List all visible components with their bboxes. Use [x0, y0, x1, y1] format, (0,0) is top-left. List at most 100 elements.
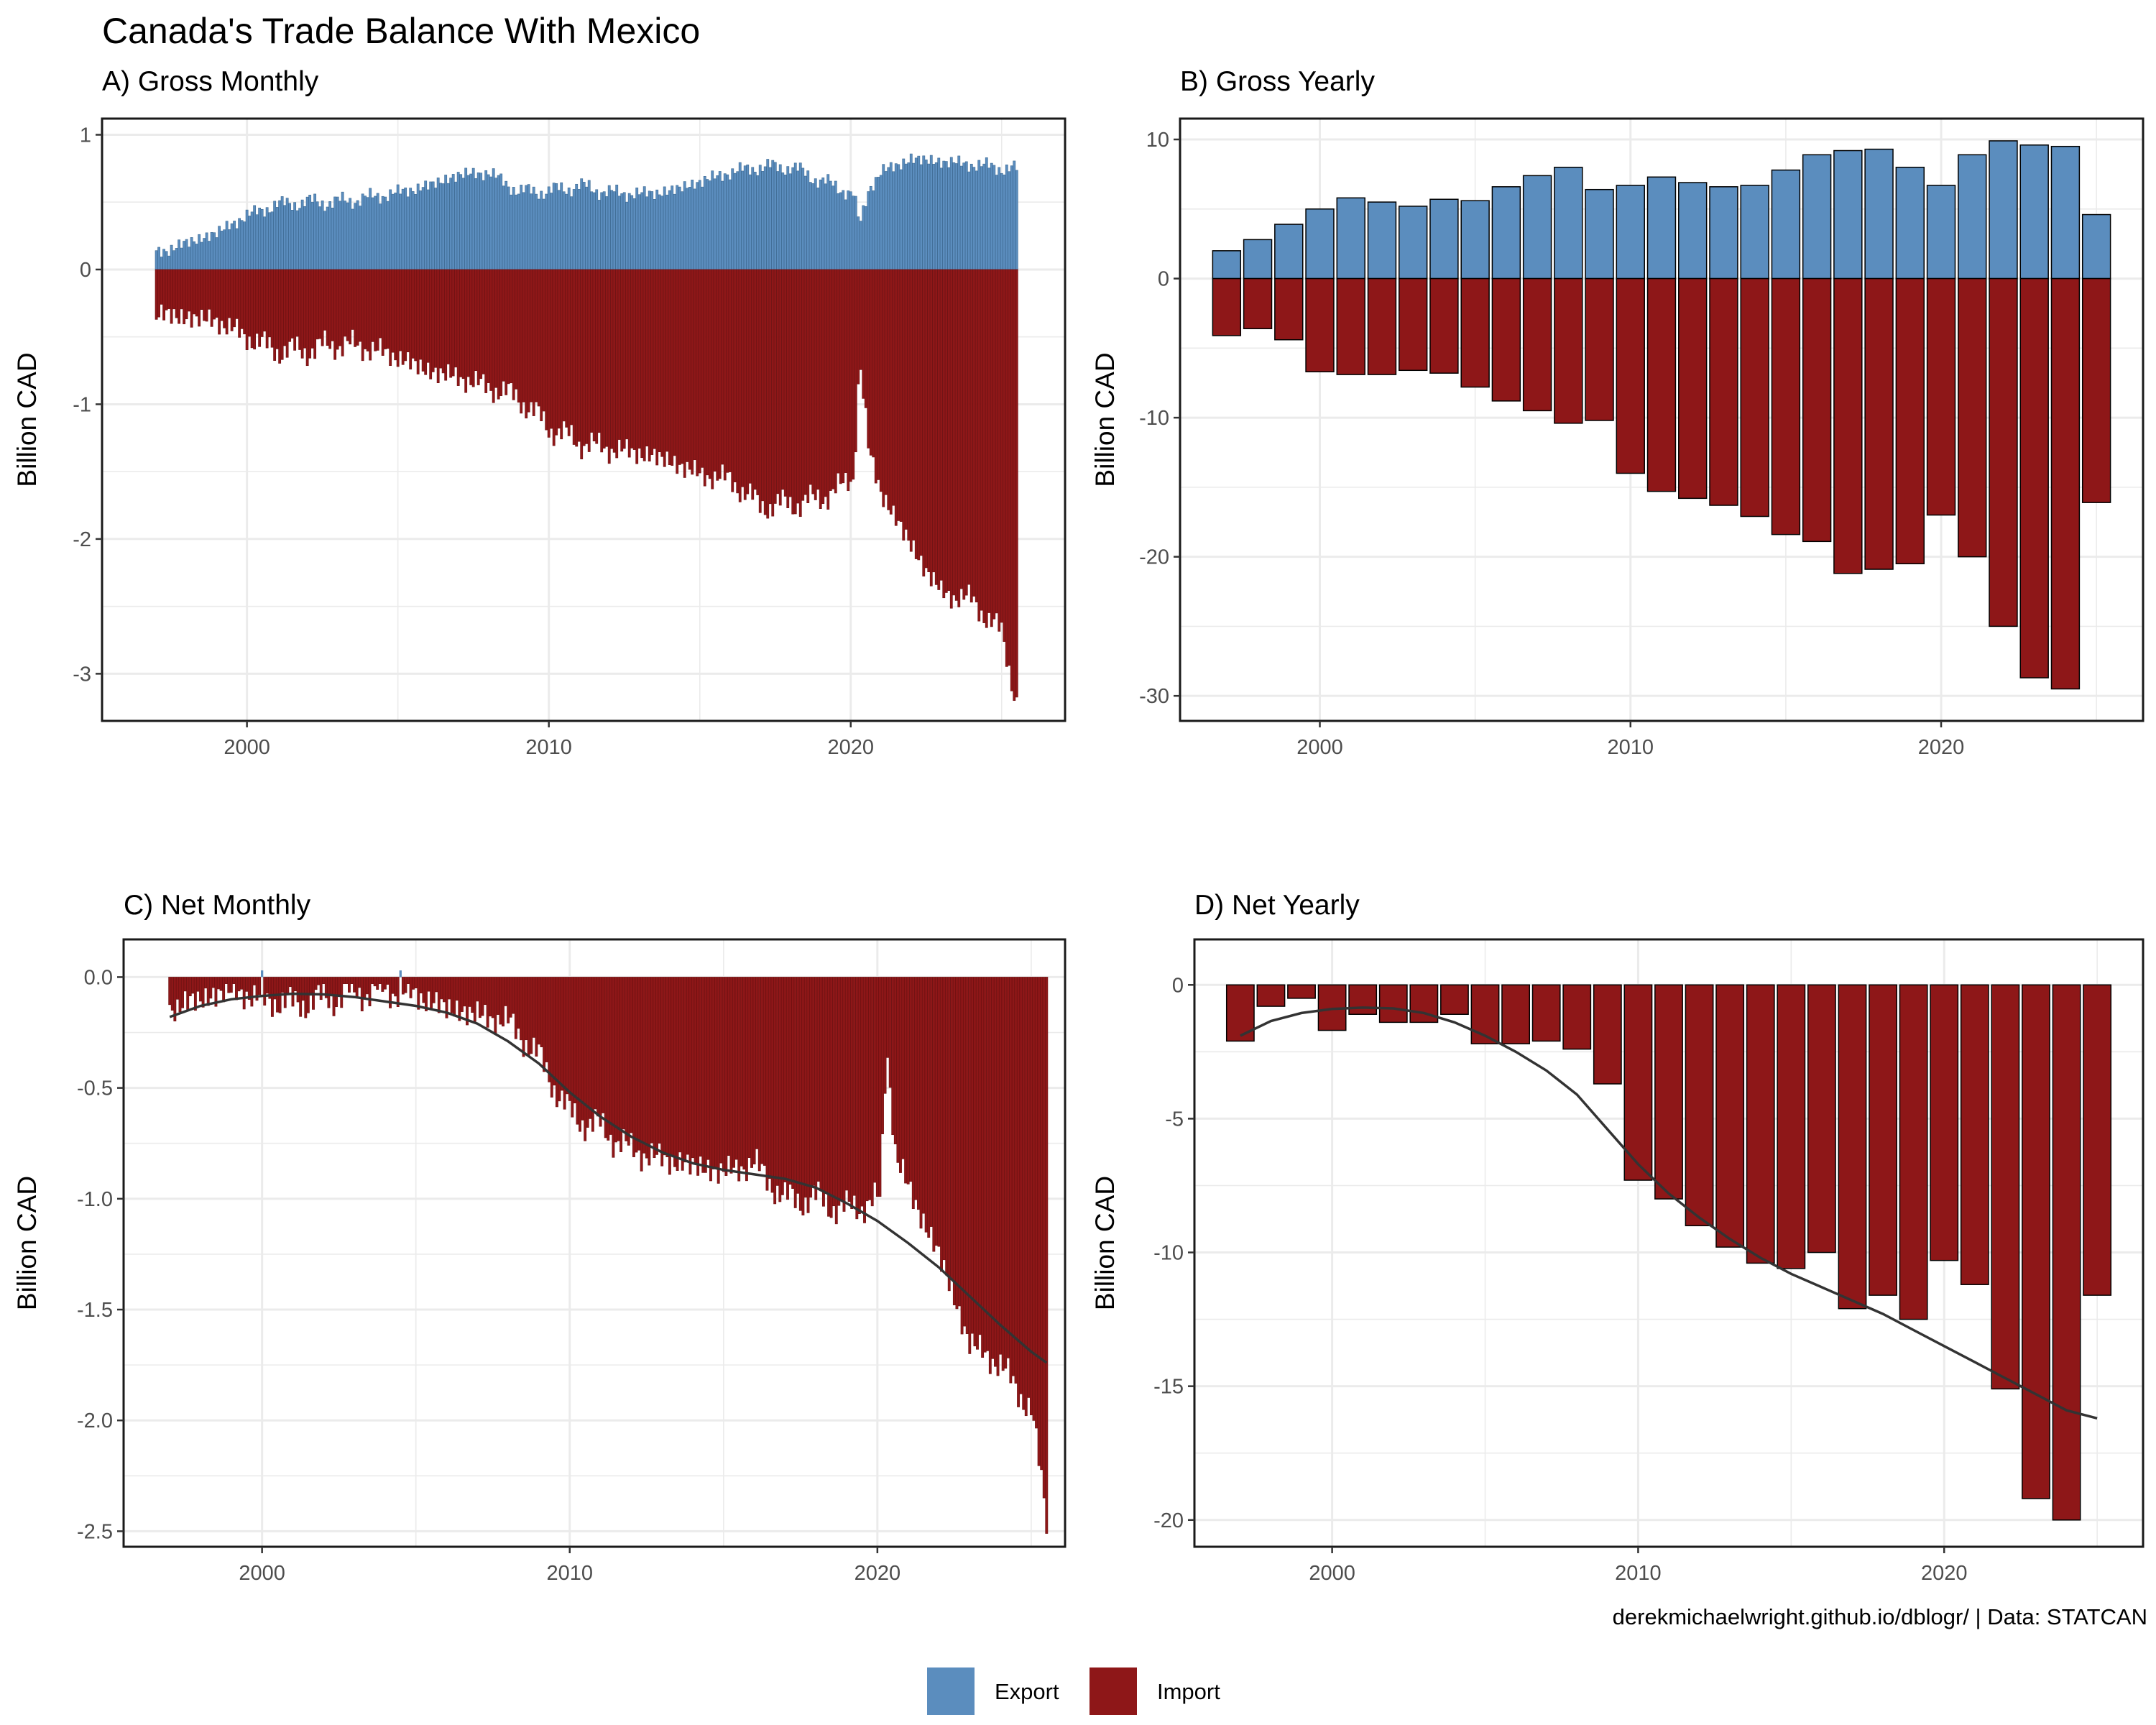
- bar-export: [376, 193, 379, 270]
- bar-export: [766, 159, 770, 270]
- bar-import: [522, 977, 525, 1057]
- bar-import: [491, 977, 494, 1018]
- bar-import: [728, 269, 732, 472]
- bar-import: [793, 269, 797, 515]
- bar-import: [214, 977, 218, 1007]
- bar-export: [510, 194, 513, 270]
- bar-import: [217, 977, 220, 990]
- bar-import: [927, 977, 931, 1238]
- bar-import: [250, 269, 254, 349]
- bar-import: [617, 269, 621, 440]
- bar-export: [1522, 175, 1552, 280]
- panel-gross-monthly: A) Gross Monthly 1 0 -1 -2 -3 2000 2010 2020 Bill…: [12, 66, 1067, 759]
- bar-import: [331, 269, 334, 341]
- bar-export: [884, 171, 888, 270]
- bar-import: [1008, 269, 1011, 666]
- bar-export: [783, 175, 787, 270]
- bar-import: [945, 977, 949, 1276]
- bar-import: [335, 977, 338, 1008]
- bar-import: [170, 977, 174, 1011]
- bar-export: [235, 228, 239, 270]
- bar-import: [969, 269, 973, 603]
- bar-export: [711, 170, 714, 270]
- bar-import: [456, 269, 460, 386]
- x-tick-label: 2000: [1296, 736, 1343, 759]
- bar-import: [394, 977, 397, 997]
- y-tick-label: -3: [73, 663, 91, 686]
- bar-export: [190, 237, 193, 270]
- y-axis-title: Billion CAD: [12, 352, 42, 487]
- bar-export: [215, 237, 218, 270]
- bar-import: [826, 269, 830, 510]
- bar-import: [863, 977, 866, 1223]
- bar-import: [1287, 984, 1316, 999]
- bar-export: [338, 201, 342, 270]
- bar-export: [240, 220, 244, 270]
- bar-import: [550, 269, 553, 429]
- bar-import: [183, 977, 187, 992]
- bar-import: [605, 269, 609, 447]
- bar-import: [381, 977, 384, 992]
- bar-import: [1001, 977, 1005, 1371]
- bar-import: [873, 977, 877, 1183]
- bar-export: [716, 175, 719, 270]
- bar-import: [220, 269, 224, 321]
- bar-import: [473, 977, 476, 1022]
- bar-import: [1646, 277, 1677, 492]
- bar-import: [572, 269, 576, 445]
- bar-import: [565, 269, 568, 428]
- bar-import: [371, 269, 374, 342]
- bar-import: [404, 269, 407, 362]
- bar-import: [932, 269, 936, 573]
- bar-import: [865, 977, 869, 1202]
- bar-import: [600, 269, 604, 453]
- bar-export: [489, 176, 493, 270]
- bar-export: [384, 196, 387, 270]
- bar-export: [1429, 198, 1459, 280]
- bar-export: [592, 192, 596, 270]
- bar-export: [180, 247, 183, 270]
- bar-import: [484, 977, 487, 1006]
- bar-export: [557, 190, 561, 270]
- bar-export: [771, 160, 775, 270]
- bar-export: [803, 175, 807, 270]
- bar-export: [255, 214, 259, 270]
- bar-export: [1212, 250, 1242, 280]
- bar-import: [1212, 277, 1242, 336]
- bar-import: [301, 977, 305, 1001]
- bar-import: [691, 977, 694, 1159]
- bar-export: [937, 157, 941, 270]
- bar-export: [600, 192, 604, 270]
- bar-import: [837, 269, 840, 474]
- bar-export: [288, 203, 292, 270]
- x-tick-label: 2010: [546, 1562, 593, 1585]
- bar-import: [248, 269, 252, 337]
- bar-import: [671, 977, 674, 1156]
- bar-import: [824, 269, 827, 497]
- bar-export: [233, 221, 236, 270]
- legend-label-import: Import: [1157, 1679, 1220, 1704]
- bar-export: [520, 185, 523, 270]
- bar-export: [562, 191, 566, 270]
- bar-import: [168, 977, 172, 1006]
- bar-import: [803, 269, 807, 495]
- bar-export: [857, 216, 860, 270]
- bar-import: [489, 977, 492, 1017]
- bar-import: [1348, 984, 1378, 1015]
- y-tick-label: -20: [1153, 1509, 1184, 1532]
- bar-export: [261, 970, 264, 978]
- bar-import: [468, 977, 471, 1007]
- bar-import: [929, 269, 933, 586]
- bar-export: [864, 206, 867, 270]
- panel-net-yearly: D) Net Yearly 0 -5 -10 -15 -20 2000 2010 2020 Bil…: [1090, 890, 2145, 1585]
- bar-import: [741, 269, 745, 487]
- bar-import: [814, 977, 818, 1200]
- bar-import: [1958, 277, 1987, 558]
- bar-import: [224, 977, 228, 984]
- bar-import: [940, 977, 943, 1272]
- bar-import: [760, 977, 764, 1164]
- bar-export: [283, 205, 287, 270]
- y-axis-title: Billion CAD: [1090, 352, 1120, 487]
- bar-export: [2019, 144, 2049, 280]
- bar-export: [492, 168, 495, 270]
